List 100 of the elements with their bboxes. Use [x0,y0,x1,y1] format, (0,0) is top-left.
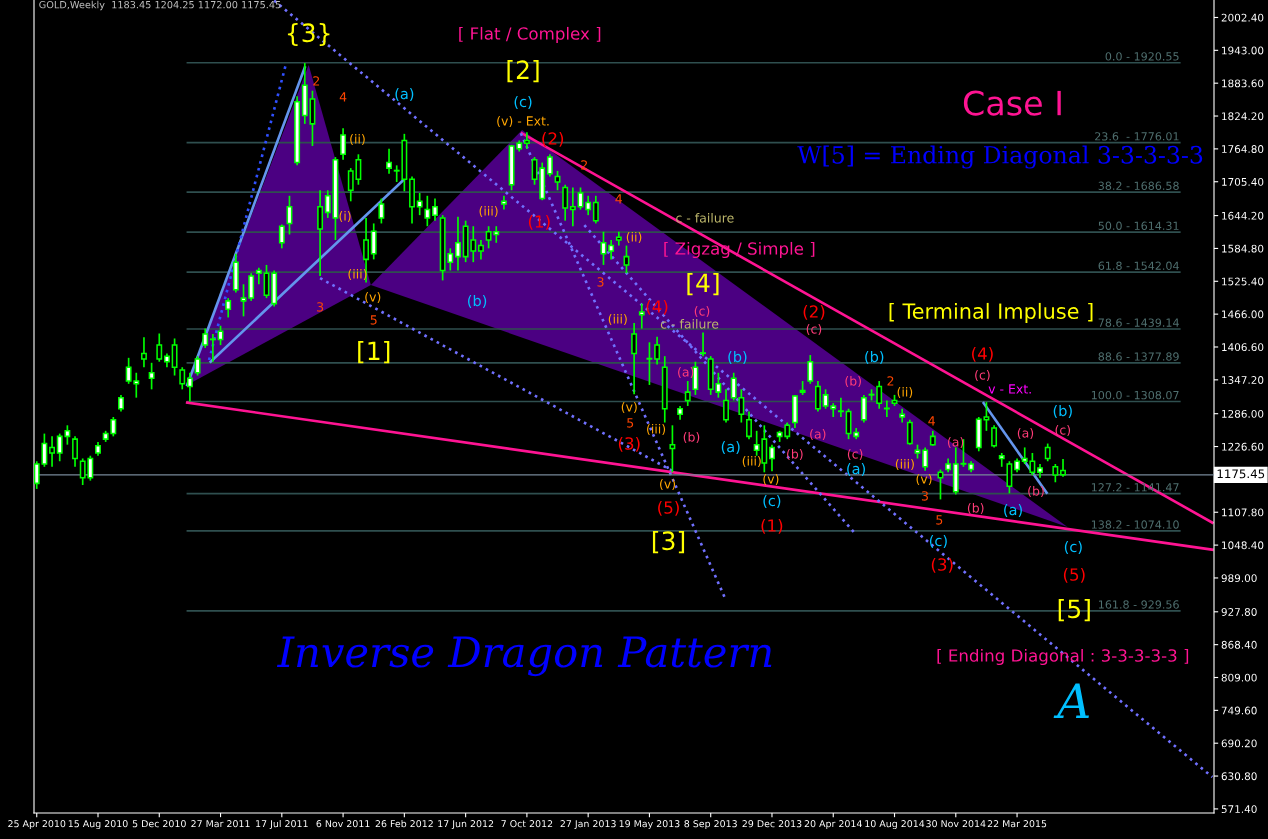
candlestick [723,388,729,424]
annotation: (c) [694,305,710,318]
y-tick-label: 2002.40 [1221,13,1264,22]
y-tick-label: 1584.80 [1222,244,1264,253]
x-tick-label: 27 Mar 2011 [191,820,250,828]
y-tick-label: 571.40 [1221,805,1257,814]
annotation: (c) [763,494,781,508]
candlestick [416,192,423,216]
annotation: (5) [658,500,679,516]
candlestick [600,230,607,266]
annotation: v - Ext. [988,384,1031,394]
annotation: 78.6 - 1439.14 [1098,318,1179,327]
annotation: (c) [514,95,532,109]
annotation: 4 [615,194,623,204]
annotation: 5 [936,515,943,525]
x-tick-label: 27 Jan 2013 [560,820,616,830]
y-tick-label: 927.80 [1221,608,1257,616]
annotation: (ii) [626,231,642,244]
annotation: 2 [887,376,894,386]
candlestick [1006,460,1013,495]
x-tick-label: 5 Dec 2010 [132,820,186,828]
x-tick-label: 8 Sep 2013 [684,820,737,830]
candlestick [378,197,385,225]
y-tick-label: 749.60 [1221,706,1257,715]
annotation: 138.2 - 1074.10 [1091,520,1179,529]
candlestick [814,380,821,413]
y-tick-label: 989.00 [1221,574,1257,583]
y-tick-label: 1764.80 [1222,145,1264,153]
annotation: (v) [763,473,779,486]
y-tick-label: 1347.20 [1222,376,1264,384]
candlestick [669,424,676,474]
annotation: 23.6 - 1776.01 [1095,132,1179,141]
annotation: (5) [1063,567,1085,583]
ref-line-label: 1175.45 [1217,469,1265,479]
x-tick-label: 7 Oct 2012 [501,820,553,828]
y-tick-label: 1226.60 [1222,442,1264,451]
candlestick [455,215,461,272]
y-tick-label: 809.00 [1221,673,1257,682]
annotation: (iii) [479,205,498,218]
y-tick-label: 1943.00 [1222,46,1264,55]
annotation: (ii) [897,386,913,399]
candlestick [860,394,867,424]
x-tick-label: 6 Nov 2011 [316,820,370,828]
y-tick-label: 1466.00 [1222,310,1264,319]
candlestick [684,380,691,407]
y-tick-label: 1048.40 [1222,541,1264,550]
annotation: (1) [761,518,783,534]
candlestick [148,361,155,391]
x-tick-label: 29 Dec 2013 [742,820,802,828]
annotation: (3) [618,436,640,452]
candlestick [340,127,347,161]
candlestick [424,194,431,228]
annotation: (iii) [647,423,666,436]
candlestick [906,418,913,446]
annotation: 5 [627,418,634,428]
annotation: Inverse Dragon Pattern [276,636,772,677]
candlestick [477,239,484,261]
annotation: [1] [358,340,390,364]
annotation: 3 [317,302,324,312]
annotation: (c) [806,323,822,336]
x-tick-label: 10 Aug 2014 [865,820,925,830]
candlestick [769,443,775,473]
candlestick [608,239,615,261]
annotation: (b) [967,502,984,515]
y-tick-label: 1883.60 [1222,79,1264,88]
candlestick [577,186,584,211]
candlestick [171,337,178,377]
annotation: (c) [975,369,990,382]
candlestick [317,189,324,277]
annotation: W[5] = Ending Diagonal 3-3-3-3-3 [797,145,1203,169]
annotation: 0.0 - 1920.55 [1105,52,1179,61]
x-tick-label: 15 Aug 2010 [68,820,128,830]
y-tick-label: 1286.00 [1222,409,1264,418]
x-tick-label: 17 Jun 2012 [438,820,494,830]
annotation: 88.6 - 1377.89 [1098,352,1179,361]
annotation: (iii) [742,455,761,468]
candlestick [240,283,247,318]
annotation: (2) [803,304,825,320]
annotation: (i) [339,210,351,223]
annotation: (v) [621,401,637,414]
candlestick [209,333,216,363]
candlestick [49,435,56,468]
annotation: 2 [313,76,320,86]
annotation: [5] [1058,598,1090,622]
annotation: (2) [542,131,564,147]
candlestick [837,396,844,418]
annotation: (a) [395,87,414,101]
annotation: (b) [468,294,487,308]
x-tick-label: 17 Jul 2011 [256,819,308,830]
candlestick [141,336,147,369]
annotation: 38.2 - 1686.58 [1098,181,1179,190]
candlestick [1052,463,1059,484]
annotation: 3 [921,491,928,501]
annotation: (iii) [608,313,627,326]
y-tick-label: 630.80 [1221,772,1257,781]
annotation: (1) [528,214,550,230]
annotation: (v) [916,473,932,486]
annotation: 161.8 - 929.56 [1099,600,1179,609]
annotation: (b) [787,448,803,461]
annotation: (b) [1028,485,1044,498]
